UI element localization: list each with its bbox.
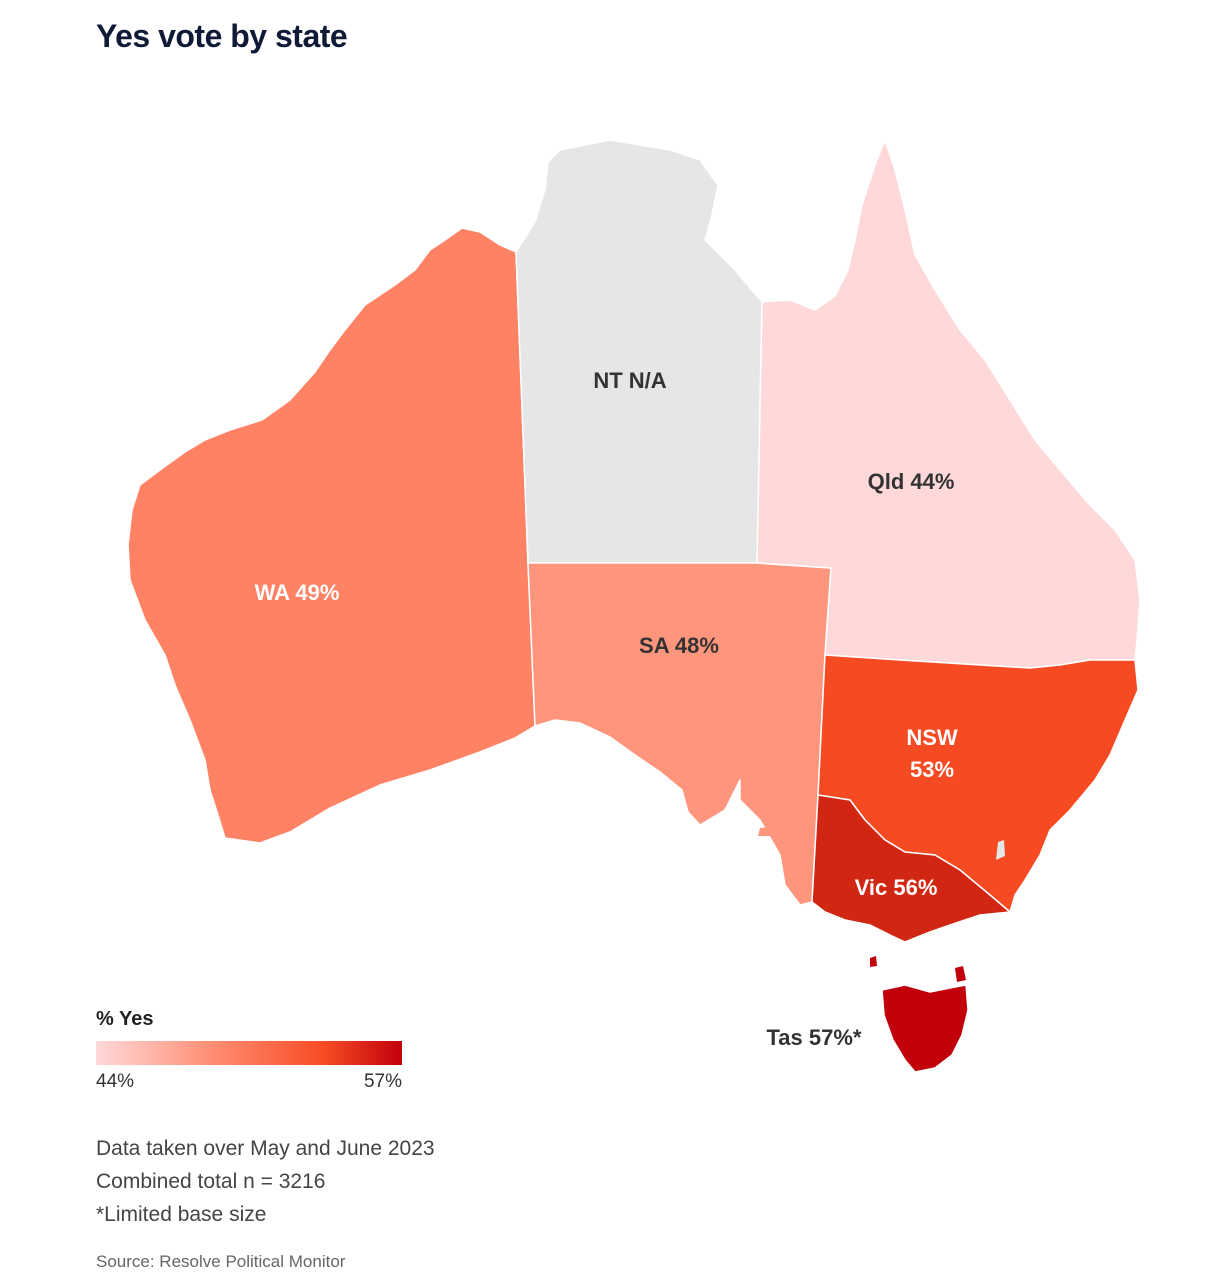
note-date-range: Data taken over May and June 2023 (96, 1137, 435, 1160)
legend-color-scale (96, 1041, 402, 1065)
state-sa[interactable] (527, 562, 832, 906)
note-sample-size: Combined total n = 3216 (96, 1170, 326, 1193)
label-vic: Vic 56% (855, 875, 938, 900)
state-tas[interactable] (881, 984, 969, 1073)
legend-max-label: 57% (363, 1071, 402, 1092)
map-title: Yes vote by state (96, 18, 348, 54)
state-nt[interactable] (515, 139, 763, 564)
flinders-island (955, 966, 966, 982)
source-credit: Source: Resolve Political Monitor (96, 1252, 346, 1271)
legend: % Yes 44% 57% (96, 1008, 402, 1093)
note-limited-base: *Limited base size (96, 1203, 267, 1226)
label-qld: Qld 44% (868, 469, 955, 494)
label-nsw-line1: NSW (906, 725, 958, 750)
label-wa: WA 49% (255, 580, 340, 605)
label-nt: NT N/A (593, 368, 666, 393)
act-territory (996, 840, 1005, 860)
label-tas: Tas 57%* (767, 1025, 862, 1050)
state-vic[interactable] (811, 794, 1011, 943)
legend-title: % Yes (96, 1008, 154, 1030)
notes: Data taken over May and June 2023 Combin… (96, 1132, 435, 1231)
label-nsw-line2: 53% (910, 757, 954, 782)
kangaroo-island (758, 826, 785, 836)
legend-ticks: 44% 57% (96, 1071, 402, 1093)
king-island (870, 956, 877, 967)
legend-min-label: 44% (96, 1071, 135, 1092)
state-wa[interactable] (127, 227, 536, 844)
label-sa: SA 48% (639, 633, 719, 658)
